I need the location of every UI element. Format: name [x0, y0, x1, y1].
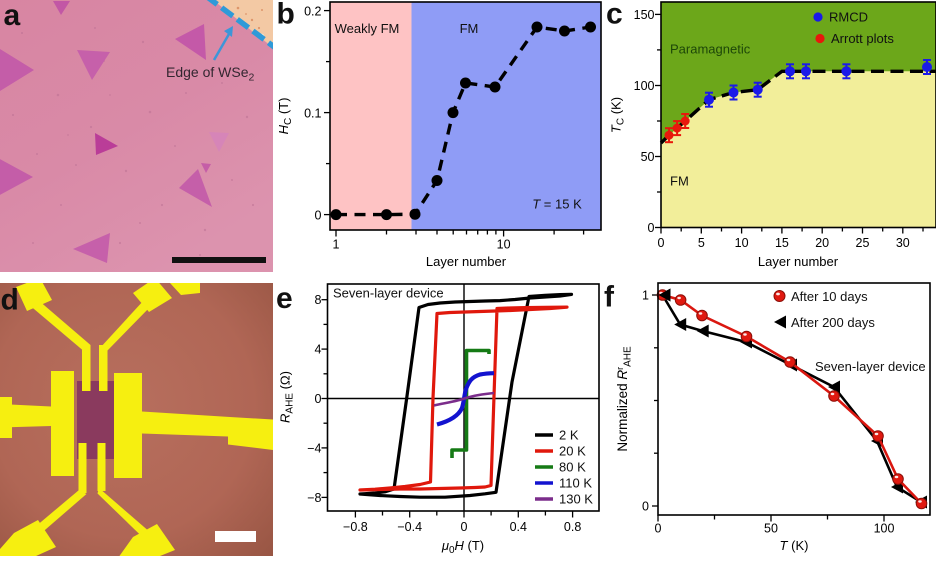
svg-text:−8: −8	[307, 491, 321, 505]
svg-text:Edge of WSe2: Edge of WSe2	[166, 64, 255, 84]
svg-text:15: 15	[775, 236, 789, 250]
svg-text:Layer number: Layer number	[426, 254, 507, 269]
svg-text:5: 5	[698, 236, 705, 250]
svg-text:1: 1	[333, 238, 340, 252]
svg-text:10: 10	[735, 236, 749, 250]
svg-text:After 10 days: After 10 days	[791, 289, 868, 304]
svg-text:Normalized RrAHE: Normalized RrAHE	[615, 346, 634, 452]
svg-text:After 200 days: After 200 days	[791, 315, 875, 330]
svg-text:20 K: 20 K	[559, 444, 586, 459]
svg-text:a: a	[4, 0, 21, 32]
svg-text:FM: FM	[460, 21, 479, 36]
svg-text:c: c	[606, 0, 623, 31]
svg-text:−4: −4	[307, 442, 321, 456]
svg-text:0: 0	[655, 522, 662, 536]
svg-text:10: 10	[497, 238, 511, 252]
svg-text:0.1: 0.1	[304, 107, 321, 121]
svg-text:150: 150	[634, 8, 655, 22]
svg-text:0: 0	[648, 221, 655, 235]
svg-text:50: 50	[641, 150, 655, 164]
svg-text:110 K: 110 K	[559, 476, 592, 491]
svg-text:Weakly FM: Weakly FM	[335, 21, 400, 36]
svg-text:T (K): T (K)	[780, 538, 809, 553]
svg-text:20: 20	[815, 236, 829, 250]
svg-text:Seven-layer device: Seven-layer device	[815, 359, 926, 374]
svg-text:Paramagnetic: Paramagnetic	[670, 42, 751, 57]
svg-text:HC (T): HC (T)	[276, 98, 294, 135]
svg-text:4: 4	[315, 343, 322, 357]
svg-text:Arrott plots: Arrott plots	[831, 31, 894, 46]
svg-text:0.8: 0.8	[564, 520, 581, 534]
svg-text:Layer number: Layer number	[758, 254, 839, 269]
svg-text:TC (K): TC (K)	[609, 97, 627, 133]
svg-text:d: d	[1, 284, 19, 317]
svg-text:RAHE (Ω): RAHE (Ω)	[278, 371, 296, 423]
svg-text:μ0H (T): μ0H (T)	[441, 538, 484, 556]
svg-text:0: 0	[461, 520, 468, 534]
svg-text:80 K: 80 K	[559, 460, 586, 475]
svg-text:RMCD: RMCD	[829, 10, 868, 25]
svg-text:1: 1	[642, 289, 649, 303]
svg-text:T = 15 K: T = 15 K	[532, 197, 582, 212]
svg-text:8: 8	[315, 293, 322, 307]
svg-text:100: 100	[874, 522, 895, 536]
svg-text:e: e	[276, 282, 293, 315]
svg-text:30: 30	[896, 236, 910, 250]
svg-text:−0.8: −0.8	[343, 520, 368, 534]
svg-text:100: 100	[634, 79, 655, 93]
svg-text:−0.4: −0.4	[397, 520, 422, 534]
svg-text:0: 0	[315, 209, 322, 223]
svg-text:0: 0	[658, 236, 665, 250]
svg-text:0.4: 0.4	[510, 520, 527, 534]
svg-text:f: f	[604, 281, 615, 314]
svg-text:0: 0	[315, 392, 322, 406]
svg-text:0: 0	[642, 500, 649, 514]
svg-text:0.2: 0.2	[304, 5, 321, 19]
svg-text:b: b	[277, 0, 295, 31]
svg-text:2 K: 2 K	[559, 428, 579, 443]
svg-text:25: 25	[856, 236, 870, 250]
svg-text:Seven-layer device: Seven-layer device	[333, 286, 444, 301]
svg-text:50: 50	[764, 522, 778, 536]
svg-text:130 K: 130 K	[559, 492, 593, 507]
svg-text:FM: FM	[670, 174, 689, 189]
